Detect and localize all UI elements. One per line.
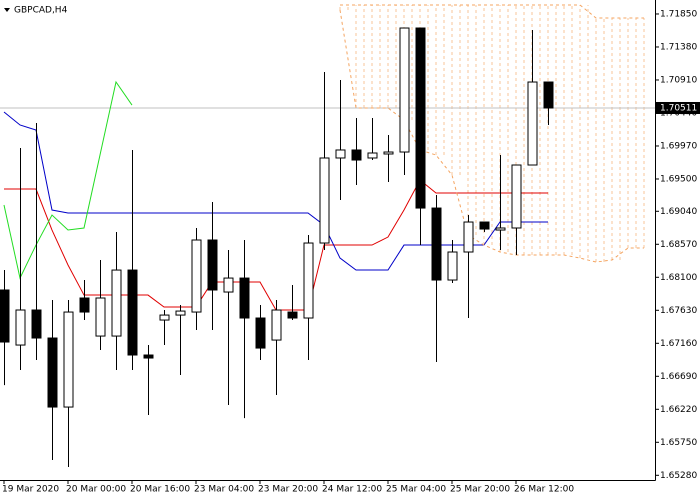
candle-body (431, 207, 442, 281)
candle-body (511, 164, 522, 229)
candle-body (543, 81, 554, 109)
candle-body (0, 289, 10, 343)
y-tick-label: 1.69970 (660, 141, 697, 151)
y-tick-label: 1.69500 (660, 174, 697, 184)
x-tick-label: 25 Mar 20:00 (450, 485, 510, 495)
candle-body (255, 317, 266, 349)
y-tick-label: 1.65280 (660, 471, 697, 481)
candle-body (31, 309, 42, 339)
x-tick-label: 23 Mar 04:00 (194, 485, 254, 495)
candle-body (143, 354, 154, 359)
y-tick-label: 1.71380 (660, 42, 697, 52)
candle-body (479, 221, 490, 230)
y-tick-label: 1.68570 (660, 240, 697, 250)
candle-body (79, 297, 90, 313)
candle-body (303, 242, 314, 319)
chart-title: GBPCAD,H4 (14, 6, 68, 16)
candle-body (447, 251, 458, 281)
y-tick-label: 1.65750 (660, 438, 697, 448)
y-tick-label: 1.68100 (660, 273, 697, 283)
x-tick-label: 24 Mar 12:00 (322, 485, 382, 495)
y-tick-label: 1.66220 (660, 405, 697, 415)
candle-body (495, 227, 506, 231)
candle-body (47, 337, 58, 408)
candle-body (271, 309, 282, 341)
candle-body (351, 149, 362, 161)
indicator-line (340, 4, 644, 19)
candle-body (95, 297, 106, 337)
x-tick-label: 25 Mar 04:00 (386, 485, 446, 495)
candle-body (63, 311, 74, 408)
candle-body (15, 309, 26, 346)
symbol-menu-arrow[interactable] (4, 8, 10, 12)
candle-body (159, 314, 170, 321)
candle-body (527, 81, 538, 166)
candle-body (335, 149, 346, 159)
plot-layer (0, 4, 655, 468)
candle-body (127, 269, 138, 356)
candle-body (319, 157, 330, 244)
x-tick-label: 20 Mar 00:00 (66, 485, 126, 495)
candle-body (191, 239, 202, 313)
candle-body (111, 269, 122, 337)
candle-body (239, 277, 250, 319)
indicator-line (339, 9, 644, 263)
candle-body (287, 311, 298, 319)
y-tick-label: 1.69040 (660, 207, 697, 217)
candle-body (383, 151, 394, 155)
x-tick-label: 23 Mar 20:00 (258, 485, 318, 495)
candle-body (223, 277, 234, 293)
x-tick-label: 26 Mar 12:00 (514, 485, 574, 495)
x-tick-label: 19 Mar 2020 (2, 485, 59, 495)
candle-body (207, 239, 218, 291)
candle-body (175, 310, 186, 316)
y-tick-label: 1.67630 (660, 306, 697, 316)
indicator-line (3, 80, 133, 280)
last-price-label: 1.70511 (660, 103, 697, 113)
candle-body (463, 221, 474, 253)
candle-body (415, 27, 426, 209)
y-tick-label: 1.70910 (660, 75, 697, 85)
last-price-tag (656, 101, 700, 114)
candle-body (367, 152, 378, 159)
indicator-line (3, 111, 548, 271)
y-tick-label: 1.71850 (660, 9, 697, 19)
x-tick-label: 20 Mar 16:00 (130, 485, 190, 495)
y-tick-label: 1.67160 (660, 339, 697, 349)
y-tick-label: 1.66690 (660, 372, 697, 382)
candle-body (399, 27, 410, 153)
